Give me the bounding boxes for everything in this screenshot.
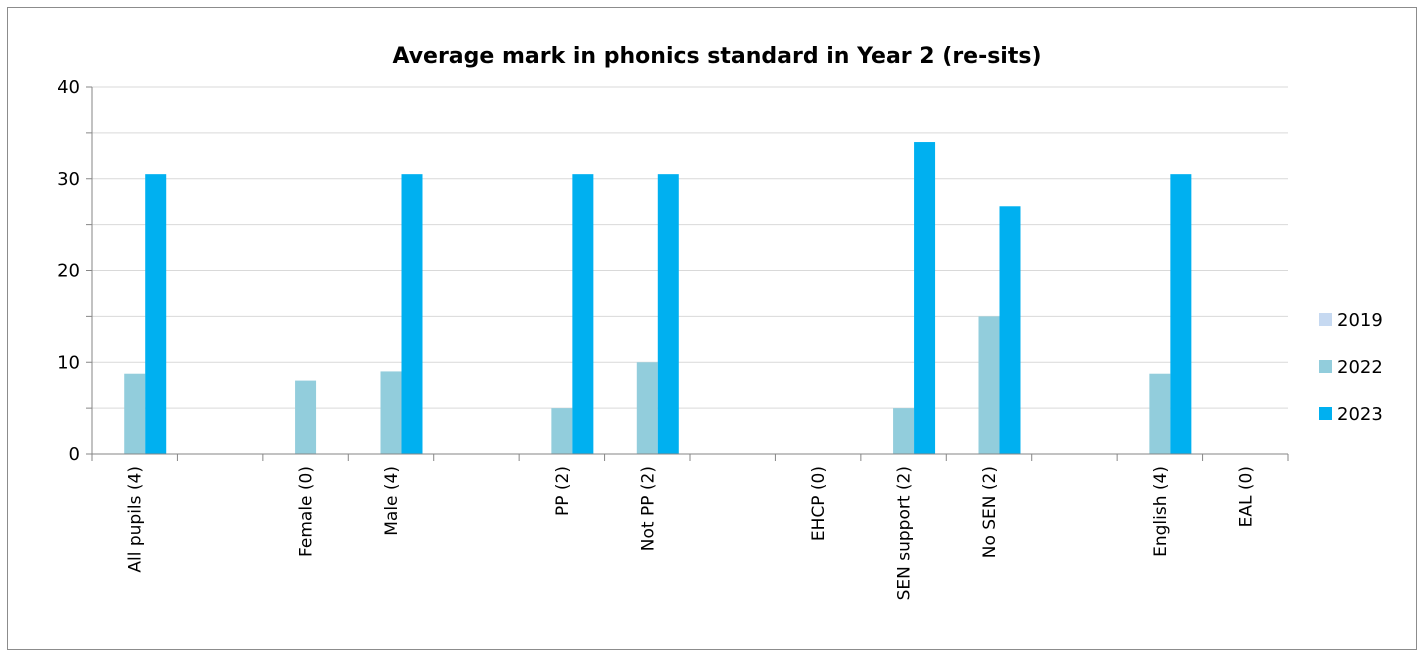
- category-label: All pupils (4): [126, 466, 146, 573]
- bar-2022: [295, 380, 317, 454]
- category-label: EAL (0): [1236, 466, 1256, 527]
- y-tick-label: 0: [69, 444, 80, 465]
- category-label: English (4): [1151, 466, 1171, 557]
- category-label: Not PP (2): [638, 466, 658, 551]
- category-label: No SEN (2): [980, 466, 1000, 558]
- category-label: PP (2): [553, 466, 573, 516]
- bar-2023: [914, 142, 936, 455]
- bar-2022: [893, 408, 915, 454]
- chart-title: Average mark in phonics standard in Year…: [392, 44, 1041, 69]
- bar-2022: [124, 373, 146, 454]
- category-label: SEN support (2): [895, 466, 915, 600]
- bar-2022: [636, 362, 658, 454]
- y-tick-label: 10: [57, 352, 80, 373]
- bar-2023: [401, 174, 423, 454]
- category-label: Male (4): [382, 466, 402, 536]
- grid-lines: [92, 86, 1288, 409]
- y-tick-label: 20: [57, 261, 80, 282]
- y-tick-labels: 0 10 20 30 40: [57, 77, 80, 465]
- bar-2023: [145, 174, 167, 454]
- category-label: Female (0): [297, 466, 317, 557]
- legend-swatch-2022: [1319, 360, 1332, 373]
- y-tick-label: 40: [57, 77, 80, 98]
- legend-label-2023: 2023: [1337, 404, 1383, 425]
- legend: 2019 2022 2023: [1319, 310, 1383, 425]
- legend-label-2022: 2022: [1337, 357, 1383, 378]
- bar-2023: [657, 174, 679, 454]
- legend-swatch-2019: [1319, 313, 1332, 326]
- category-label: EHCP (0): [809, 466, 829, 541]
- bar-2023: [572, 174, 594, 454]
- bar-2022: [978, 316, 1000, 454]
- bar-2022: [551, 408, 573, 454]
- bar-2023: [999, 206, 1021, 454]
- bar-2022: [380, 371, 402, 454]
- y-tick-label: 30: [57, 169, 80, 190]
- legend-swatch-2023: [1319, 407, 1332, 420]
- legend-label-2019: 2019: [1337, 310, 1383, 331]
- bars: [124, 142, 1192, 455]
- category-labels: All pupils (4) Female (0) Male (4) PP (2) No…: [126, 466, 1257, 600]
- axes: [86, 86, 1289, 461]
- bar-2022: [1149, 373, 1171, 454]
- bar-2023: [1170, 174, 1192, 454]
